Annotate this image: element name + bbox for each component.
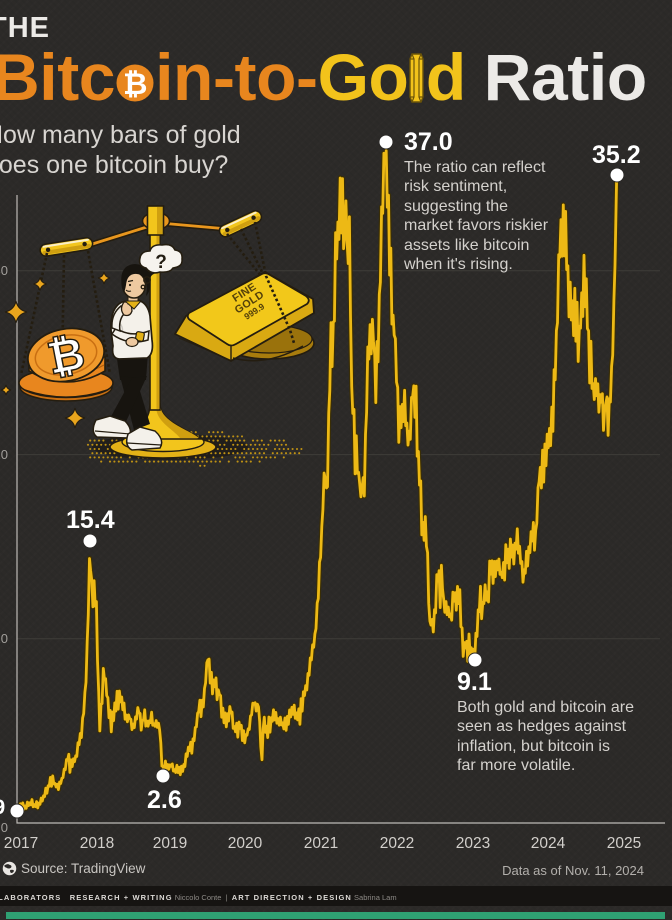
svg-text:₿: ₿ [123,68,147,101]
svg-text:?: ? [155,252,167,273]
